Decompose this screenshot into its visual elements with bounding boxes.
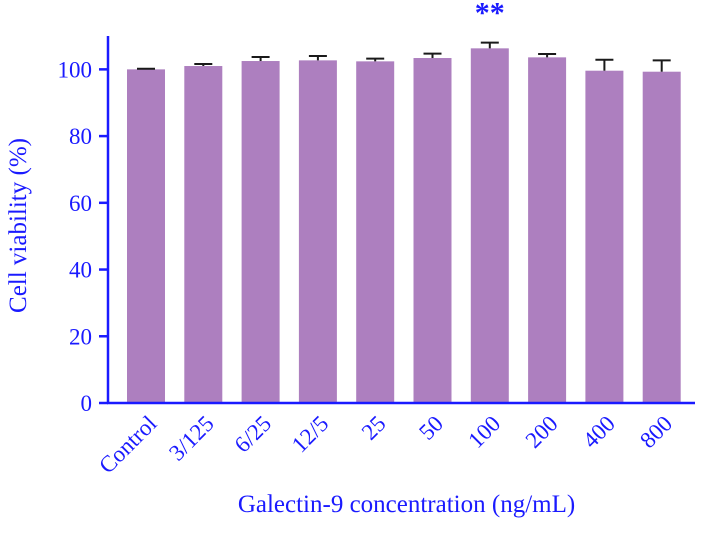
x-axis-label: Galectin-9 concentration (ng/mL)	[238, 491, 575, 518]
bar-50	[413, 58, 452, 404]
x-axis: Control 3/125 6/25 12/5 25 50 100 200 400 800	[94, 401, 695, 478]
bar-12/5	[298, 60, 337, 403]
x-tick-label: 100	[463, 411, 505, 453]
y-tick-label: 20	[69, 324, 92, 349]
bar-800	[642, 71, 681, 403]
y-tick-label: 40	[69, 258, 92, 283]
x-tick-label: 3/125	[164, 411, 219, 466]
bar-6/25	[241, 61, 280, 403]
y-axis: 0 20 40 60 80 100	[58, 36, 110, 416]
x-tick-label: 12/5	[287, 411, 334, 458]
x-tick-label: Control	[94, 411, 161, 478]
bar-200	[528, 57, 567, 404]
x-tick-label: 25	[357, 411, 391, 445]
x-tick-label: 400	[578, 411, 620, 453]
x-tick-label: 200	[521, 411, 563, 453]
y-tick-label: 0	[81, 391, 93, 416]
significance-annotation: **	[475, 0, 505, 30]
x-tick-label: 6/25	[230, 411, 277, 458]
x-tick-label: 800	[635, 411, 677, 453]
y-axis-label: Cell viability (%)	[5, 138, 32, 313]
error-bars-group	[137, 41, 671, 72]
bar-100	[470, 48, 509, 404]
x-tick-label: 50	[414, 411, 448, 445]
bar-25	[356, 61, 395, 404]
bar-Control	[127, 69, 165, 403]
bar-3/125	[184, 66, 223, 403]
bars-group	[127, 48, 681, 404]
bar-400	[585, 70, 624, 403]
y-tick-label: 80	[69, 124, 92, 149]
annotations-group: **	[475, 0, 505, 30]
y-tick-label: 100	[58, 57, 93, 82]
y-tick-label: 60	[69, 191, 92, 216]
